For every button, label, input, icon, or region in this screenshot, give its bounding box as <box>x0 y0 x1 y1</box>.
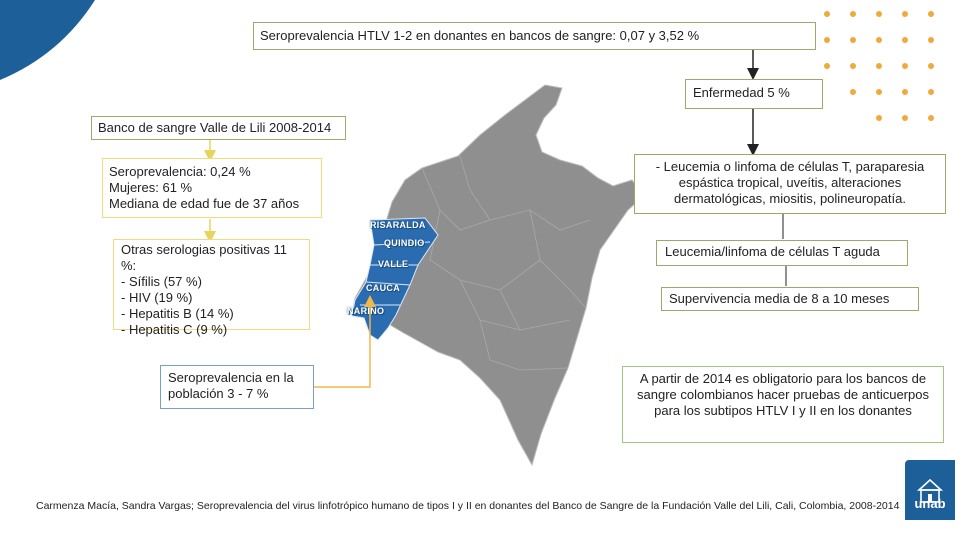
mandatory-testing-box: A partir de 2014 es obligatorio para los… <box>622 366 944 443</box>
citation-footer: Carmenza Macía, Sandra Vargas; Seropreva… <box>36 500 900 512</box>
seroprevalence-banks-box: Seroprevalencia HTLV 1-2 en donantes en … <box>253 22 816 50</box>
map-label-narino: NARIÑO <box>347 306 385 316</box>
colombia-map <box>351 84 645 467</box>
map-label-quindio: QUINDIO <box>384 238 425 248</box>
population-seroprevalence-box: Seroprevalencia en la población 3 - 7 % <box>160 365 314 409</box>
acute-leukemia-box: Leucemia/linfoma de células T aguda <box>656 240 908 266</box>
building-icon <box>916 478 944 503</box>
unab-logo: unab <box>905 460 955 520</box>
logo-text: unab <box>914 496 946 511</box>
map-label-valle: VALLE <box>378 259 409 269</box>
blood-bank-title-box: Banco de sangre Valle de Lili 2008-2014 <box>91 116 346 140</box>
associated-diseases-box: - Leucemia o linfoma de células T, parap… <box>634 154 946 214</box>
other-serologies-box: Otras serologias positivas 11 %: - Sífil… <box>113 239 310 337</box>
map-label-risaralda: RISARALDA <box>370 220 426 230</box>
map-label-cauca: CAUCA <box>366 283 400 293</box>
bank-stats-box: Seroprevalencia: 0,24 % Mujeres: 61 % Me… <box>102 158 322 218</box>
dot-grid-decoration <box>824 11 934 121</box>
map-highlighted-departments <box>351 217 439 341</box>
disease-percent-box: Enfermedad 5 % <box>685 79 823 109</box>
survival-box: Supervivencia media de 8 a 10 meses <box>661 287 919 311</box>
corner-decoration <box>0 0 95 80</box>
